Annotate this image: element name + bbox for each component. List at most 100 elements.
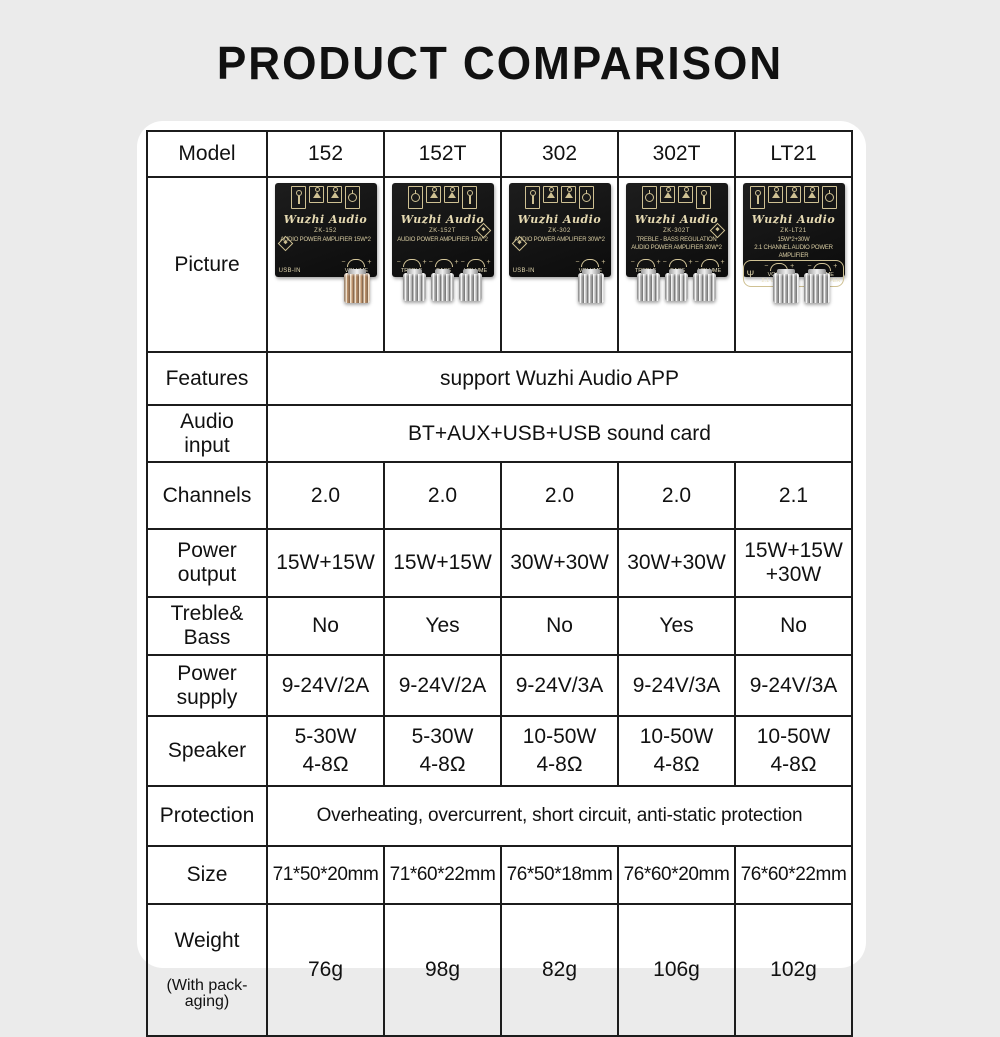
knob-dial-icon	[341, 259, 371, 267]
table-row-power-supply: Power supply 9-24V/2A 9-24V/2A 9-24V/3A …	[146, 654, 853, 717]
amp-board-image-lt21: Wuzhi Audio ZK-LT21 15W*2+30W 2.1 CHANNE…	[742, 183, 845, 287]
size-152t: 71*60*22mm	[383, 845, 502, 905]
table-row-speaker: Speaker 5-30W 4-8Ω 5-30W 4-8Ω 10-50W 4-8…	[146, 715, 853, 787]
table-row-model: Model 152 152T 302 302T LT21	[146, 130, 853, 178]
speaker-icon	[786, 186, 801, 203]
row-label-speaker: Speaker	[146, 715, 268, 787]
power-supply-302t: 9-24V/3A	[617, 654, 736, 717]
power-plug-icon	[696, 186, 711, 209]
treble-bass-152: No	[266, 596, 385, 656]
channels-lt21: 2.1	[734, 461, 853, 530]
row-label-picture: Picture	[146, 176, 268, 353]
knob-dial-icon	[575, 259, 605, 267]
knob-dial-icon	[397, 259, 427, 267]
audio-jack-icon	[822, 186, 837, 209]
knob-dial-icon	[695, 259, 725, 267]
wuzhi-audio-logo: Wuzhi Audio	[283, 213, 368, 226]
audio-jack-icon	[642, 186, 657, 209]
row-label-features: Features	[146, 351, 268, 406]
power-output-lt21: 15W+15W +30W	[734, 528, 853, 598]
subwoofer-volume-knob	[804, 269, 830, 303]
speaker-icon	[444, 186, 459, 203]
power-output-302: 30W+30W	[500, 528, 619, 598]
amp-board-image-302: Wuzhi Audio ZK-302 AUDIO POWER AMPLIFIER…	[508, 183, 611, 277]
speaker-icon	[309, 186, 324, 203]
speaker-icon	[543, 186, 558, 203]
power-plug-icon	[525, 186, 540, 209]
board-model-text: ZK-LT21	[780, 228, 807, 234]
picture-cell-152t: Wuzhi Audio ZK-152T AUDIO POWER AMPLIFIE…	[383, 176, 502, 353]
speaker-152t: 5-30W 4-8Ω	[383, 715, 502, 787]
audio-jack-icon	[408, 186, 423, 209]
treble-bass-302: No	[500, 596, 619, 656]
board-model-text: ZK-152T	[429, 228, 456, 234]
weight-sublabel: (With pack- aging)	[166, 976, 248, 1011]
board-model-text: ZK-302	[548, 228, 571, 234]
power-plug-icon	[291, 186, 306, 209]
usb-in-label: USB-IN	[512, 268, 535, 274]
treble-bass-152t: Yes	[383, 596, 502, 656]
table-row-audio-input: Audio input BT+AUX+USB+USB sound card	[146, 404, 853, 463]
wuzhi-audio-logo: Wuzhi Audio	[517, 213, 602, 226]
audio-input-value: BT+AUX+USB+USB sound card	[266, 404, 853, 463]
treble-knob	[403, 269, 426, 301]
power-supply-lt21: 9-24V/3A	[734, 654, 853, 717]
volume-knob	[344, 269, 370, 303]
amp-board-image-302t: Wuzhi Audio ZK-302T TREBLE - BASS REGULA…	[625, 183, 728, 277]
picture-cell-lt21: Wuzhi Audio ZK-LT21 15W*2+30W 2.1 CHANNE…	[734, 176, 853, 353]
speaker-icon	[426, 186, 441, 203]
page-title: PRODUCT COMPARISON	[216, 37, 784, 89]
speaker-icon	[327, 186, 342, 203]
usb-in-label: USB-IN	[278, 268, 301, 274]
table-row-picture: Picture Wuzhi Audio ZK-152 AUDIO POWER A…	[146, 176, 853, 353]
weight-152: 76g	[266, 903, 385, 1037]
table-row-size: Size 71*50*20mm 71*60*22mm 76*50*18mm 76…	[146, 845, 853, 905]
channels-302: 2.0	[500, 461, 619, 530]
table-row-treble-bass: Treble& Bass No Yes No Yes No	[146, 596, 853, 656]
amp-board-image-152: Wuzhi Audio ZK-152 AUDIO POWER AMPLIFIER…	[274, 183, 377, 277]
picture-cell-302: Wuzhi Audio ZK-302 AUDIO POWER AMPLIFIER…	[500, 176, 619, 353]
speaker-icon	[678, 186, 693, 203]
row-label-power-output: Power output	[146, 528, 268, 598]
power-supply-152: 9-24V/2A	[266, 654, 385, 717]
comparison-card: Model 152 152T 302 302T LT21 Picture Wuz…	[137, 121, 866, 1037]
bass-knob	[431, 269, 454, 301]
model-name-152: 152	[266, 130, 385, 178]
bass-knob	[665, 269, 688, 301]
row-label-weight: Weight (With pack- aging)	[146, 903, 268, 1037]
model-name-302: 302	[500, 130, 619, 178]
model-name-lt21: LT21	[734, 130, 853, 178]
board-description-text: AUDIO POWER AMPLIFIER 15W*2	[397, 237, 488, 243]
speaker-icon	[561, 186, 576, 203]
size-lt21: 76*60*22mm	[734, 845, 853, 905]
row-label-protection: Protection	[146, 785, 268, 847]
knob-dial-icon	[461, 259, 491, 267]
weight-label: Weight	[174, 928, 240, 952]
comparison-table: Model 152 152T 302 302T LT21 Picture Wuz…	[146, 130, 853, 1037]
wuzhi-audio-logo: Wuzhi Audio	[751, 213, 836, 226]
volume-knob	[459, 269, 482, 301]
row-label-treble-bass: Treble& Bass	[146, 596, 268, 656]
row-label-channels: Channels	[146, 461, 268, 530]
amp-board-image-152t: Wuzhi Audio ZK-152T AUDIO POWER AMPLIFIE…	[391, 183, 494, 277]
table-row-features: Features support Wuzhi Audio APP	[146, 351, 853, 406]
treble-bass-lt21: No	[734, 596, 853, 656]
treble-knob	[637, 269, 660, 301]
channels-302t: 2.0	[617, 461, 736, 530]
usb-icon: Ψ	[746, 268, 755, 279]
weight-152t: 98g	[383, 903, 502, 1037]
table-row-protection: Protection Overheating, overcurrent, sho…	[146, 785, 853, 847]
treble-bass-302t: Yes	[617, 596, 736, 656]
features-value: support Wuzhi Audio APP	[266, 351, 853, 406]
size-152: 71*50*20mm	[266, 845, 385, 905]
wuzhi-audio-logo: Wuzhi Audio	[400, 213, 485, 226]
weight-302t: 106g	[617, 903, 736, 1037]
board-model-text: ZK-152	[314, 228, 337, 234]
weight-lt21: 102g	[734, 903, 853, 1037]
knob-dial-icon	[631, 259, 661, 267]
speaker-302t: 10-50W 4-8Ω	[617, 715, 736, 787]
speaker-icon	[804, 186, 819, 203]
row-label-audio-input: Audio input	[146, 404, 268, 463]
model-name-302t: 302T	[617, 130, 736, 178]
power-supply-152t: 9-24V/2A	[383, 654, 502, 717]
